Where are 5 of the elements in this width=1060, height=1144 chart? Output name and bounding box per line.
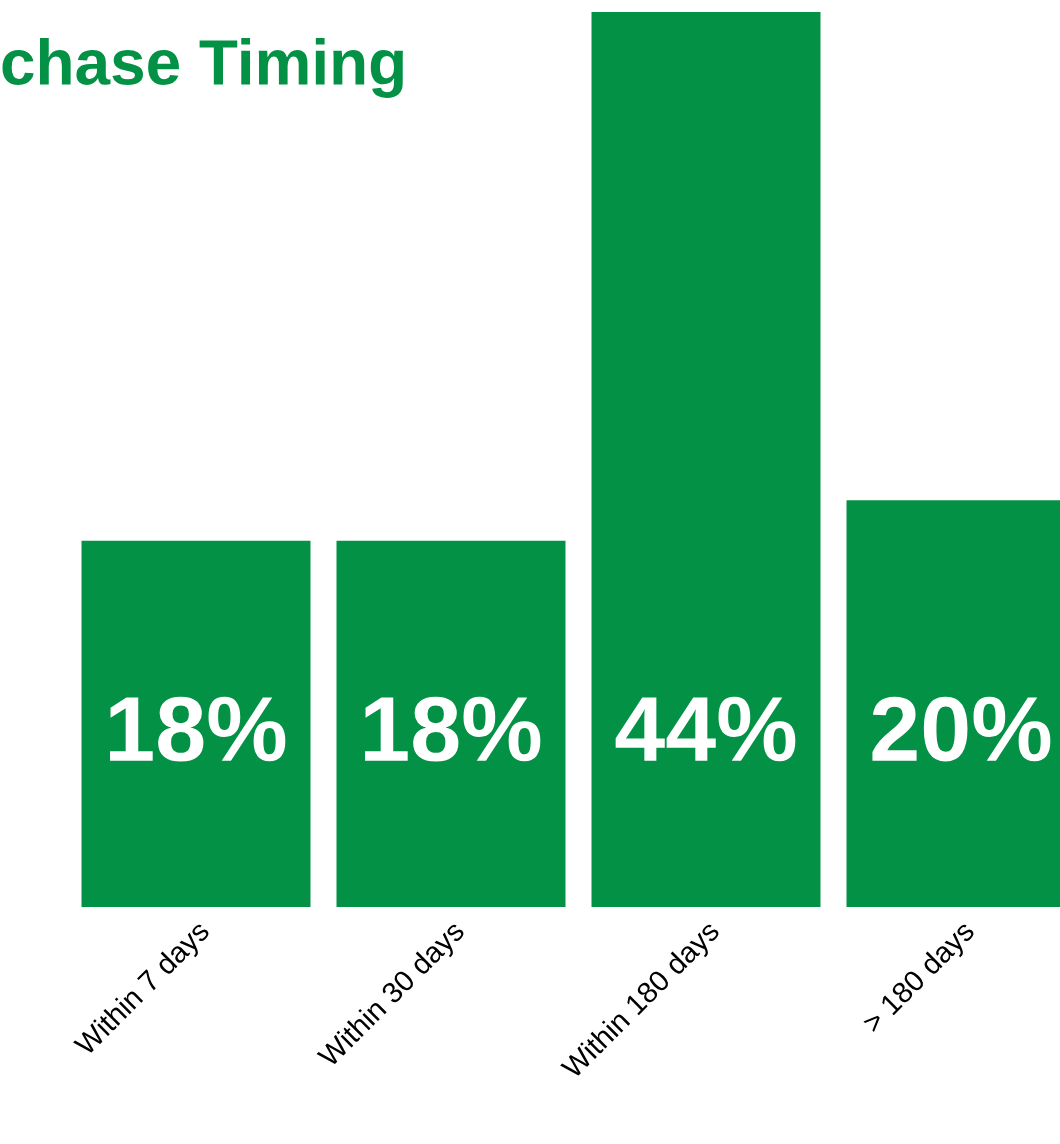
chart-title: chase Timing: [2, 38, 403, 98]
data-label: 44%: [615, 696, 796, 762]
data-label: 20%: [872, 696, 1051, 762]
data-label: 18%: [110, 696, 286, 762]
data-label: 18%: [365, 696, 541, 762]
